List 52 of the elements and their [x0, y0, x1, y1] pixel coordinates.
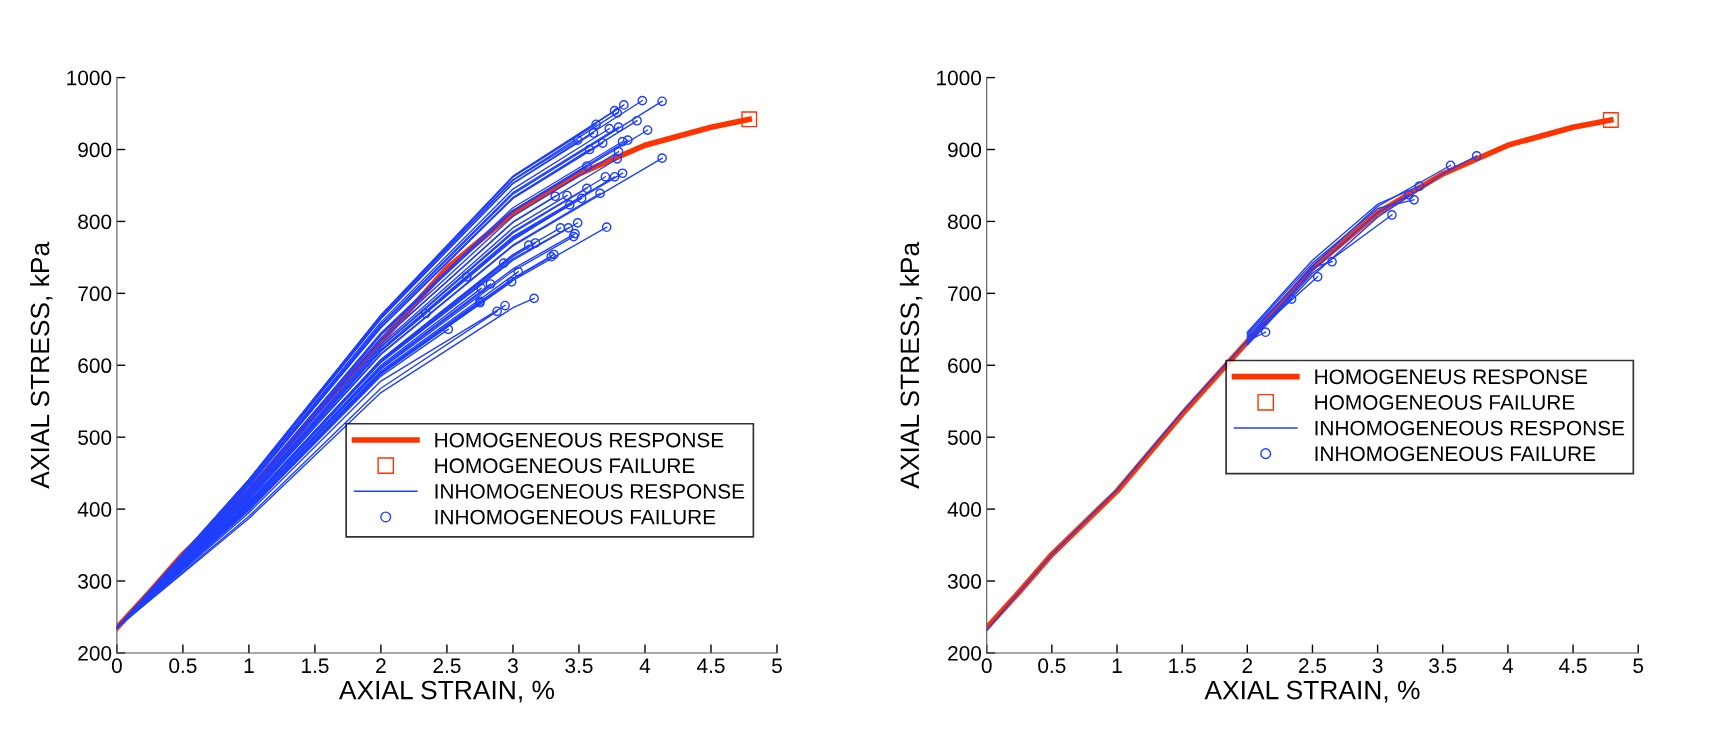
legend-label: HOMOGENEOUS FAILURE	[1315, 395, 1575, 410]
y-tick-label: 400	[947, 502, 982, 517]
y-axis-title: AXIAL STRESS, kPa	[899, 241, 923, 489]
x-tick-label: 4.5	[1559, 658, 1587, 674]
x-tick-label: 0.5	[169, 658, 197, 674]
x-tick-label: 3.5	[1429, 658, 1457, 674]
x-tick-label: 0	[981, 658, 992, 674]
y-tick-label: 700	[948, 286, 982, 302]
x-axis-title: AXIAL STRAIN, %	[338, 680, 555, 703]
legend-label: INHOMOGENEOUS RESPONSE	[435, 484, 745, 499]
legend-label: INHOMOGENEOUS FAILURE	[435, 509, 716, 525]
y-tick-label: 600	[78, 358, 112, 374]
y-tick-label: 900	[78, 142, 112, 158]
y-tick-label: 800	[947, 214, 982, 230]
y-axis-title: AXIAL STRESS, kPa	[29, 241, 53, 489]
x-tick-label: 4	[639, 658, 651, 673]
y-tick-label: 300	[78, 574, 112, 589]
x-tick-label: 2	[376, 658, 386, 673]
y-tick-label: 1000	[937, 70, 982, 86]
legend-label: INHOMOGENEOUS RESPONSE	[1315, 420, 1625, 436]
y-tick-label: 200	[78, 645, 112, 661]
x-tick-label: 2.5	[433, 658, 461, 674]
legend-label: HOMOGENEUS RESPONSE	[1315, 369, 1588, 385]
x-tick-label: 3.5	[565, 658, 593, 674]
y-tick-label: 1000	[67, 70, 112, 86]
legend-label: HOMOGENEOUS FAILURE	[435, 458, 695, 474]
y-tick-label: 700	[78, 286, 112, 302]
x-tick-label: 3	[1372, 658, 1383, 674]
x-tick-label: 2.5	[1299, 658, 1327, 674]
y-tick-label: 900	[948, 142, 982, 158]
y-tick-label: 300	[947, 574, 982, 589]
x-tick-label: 4.5	[696, 658, 725, 674]
y-tick-label: 500	[947, 430, 982, 445]
x-tick-label: 1	[1112, 658, 1122, 673]
x-axis-title: AXIAL STRAIN, %	[1204, 680, 1420, 703]
x-tick-label: 1.5	[1169, 658, 1196, 674]
x-tick-label: 0.5	[1038, 658, 1066, 674]
y-tick-label: 200	[948, 645, 982, 661]
x-tick-label: 5	[1633, 658, 1644, 674]
legend-label: HOMOGENEOUS RESPONSE	[435, 432, 724, 448]
x-tick-label: 0	[111, 658, 122, 674]
y-tick-label: 800	[78, 214, 112, 230]
y-tick-label: 400	[77, 502, 112, 517]
y-tick-label: 500	[78, 430, 112, 445]
x-tick-label: 1.5	[302, 658, 329, 674]
x-tick-label: 4	[1502, 658, 1514, 673]
x-tick-label: 3	[507, 658, 518, 674]
x-tick-label: 1	[244, 658, 254, 673]
x-tick-label: 2	[1242, 658, 1253, 673]
legend-label: INHOMOGENEOUS FAILURE	[1315, 446, 1596, 462]
y-tick-label: 600	[948, 358, 982, 374]
x-tick-label: 5	[772, 658, 782, 674]
